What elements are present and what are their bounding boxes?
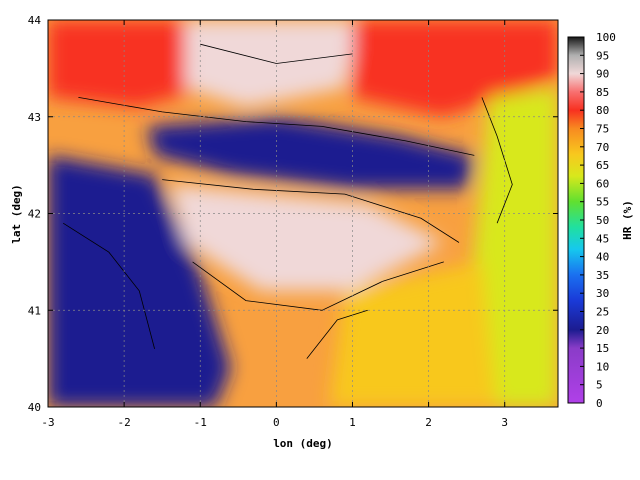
colorbar-ticks: 0 5 10 15 20 25 30 35 40 45 50 55 60 65 70 75 80 85 90 95 10… (580, 31, 616, 410)
y-axis-title: lat (deg) (10, 184, 23, 244)
humidity-region (48, 155, 231, 407)
x-tick-label: 3 (501, 416, 508, 429)
contour-line (192, 261, 444, 311)
grid-lines (48, 20, 558, 407)
contour-line (78, 97, 475, 156)
colorbar-tick-label: 60 (596, 177, 609, 190)
colorbar-tick-label: 25 (596, 306, 609, 319)
y-axis-ticks: 40 41 42 43 44 (28, 14, 558, 414)
colorbar-tick-label: 0 (596, 397, 603, 410)
x-tick-label: 0 (273, 416, 280, 429)
x-axis-title: lon (deg) (273, 437, 333, 450)
colorbar-tick-label: 15 (596, 342, 609, 355)
contour-line (200, 43, 353, 64)
colorbar-tick-label: 85 (596, 86, 609, 99)
x-tick-label: 2 (425, 416, 432, 429)
x-tick-label: -1 (194, 416, 207, 429)
colorbar-title: HR (%) (621, 200, 634, 240)
colorbar-tick-label: 80 (596, 104, 609, 117)
contour-line (162, 179, 460, 243)
colorbar-tick-label: 95 (596, 49, 609, 62)
humidity-region (147, 116, 475, 190)
colorbar-tick-label: 100 (596, 31, 616, 44)
colorbar-tick-label: 45 (596, 232, 609, 245)
x-axis-ticks: -3 -2 -1 0 1 2 3 (41, 20, 508, 429)
y-tick-label: 41 (28, 304, 41, 317)
colorbar-tick-label: 75 (596, 123, 609, 136)
colorbar-tick-label: 30 (596, 287, 609, 300)
humidity-field (48, 20, 558, 407)
colorbar-tick-label: 10 (596, 360, 609, 373)
x-tick-label: -2 (117, 416, 130, 429)
colorbar-tick-label: 70 (596, 141, 609, 154)
y-tick-label: 40 (28, 401, 41, 414)
plot-area (47, 19, 559, 408)
colorbar-tick-label: 90 (596, 68, 609, 81)
colorbar-tick-label: 35 (596, 269, 609, 282)
colorbar-tick-label: 20 (596, 324, 609, 337)
colorbar-tick-label: 40 (596, 251, 609, 264)
y-tick-label: 42 (28, 208, 41, 221)
x-tick-label: 1 (349, 416, 356, 429)
humidity-region (169, 184, 444, 291)
contour-line (306, 309, 368, 359)
humidity-region (48, 20, 208, 108)
colorbar-tick-label: 5 (596, 379, 603, 392)
humidity-region (185, 20, 361, 108)
colorbar-tick-label: 65 (596, 159, 609, 172)
y-tick-label: 44 (28, 14, 42, 27)
colorbar-tick-label: 50 (596, 214, 609, 227)
humidity-region (352, 20, 558, 117)
humidity-region (329, 261, 498, 407)
y-tick-label: 43 (28, 111, 41, 124)
colorbar-tick-label: 55 (596, 196, 609, 209)
x-tick-label: -3 (41, 416, 54, 429)
colorbar: 0 5 10 15 20 25 30 35 40 45 50 55 60 65 70 75 80 85 90 95 10… (567, 31, 634, 410)
